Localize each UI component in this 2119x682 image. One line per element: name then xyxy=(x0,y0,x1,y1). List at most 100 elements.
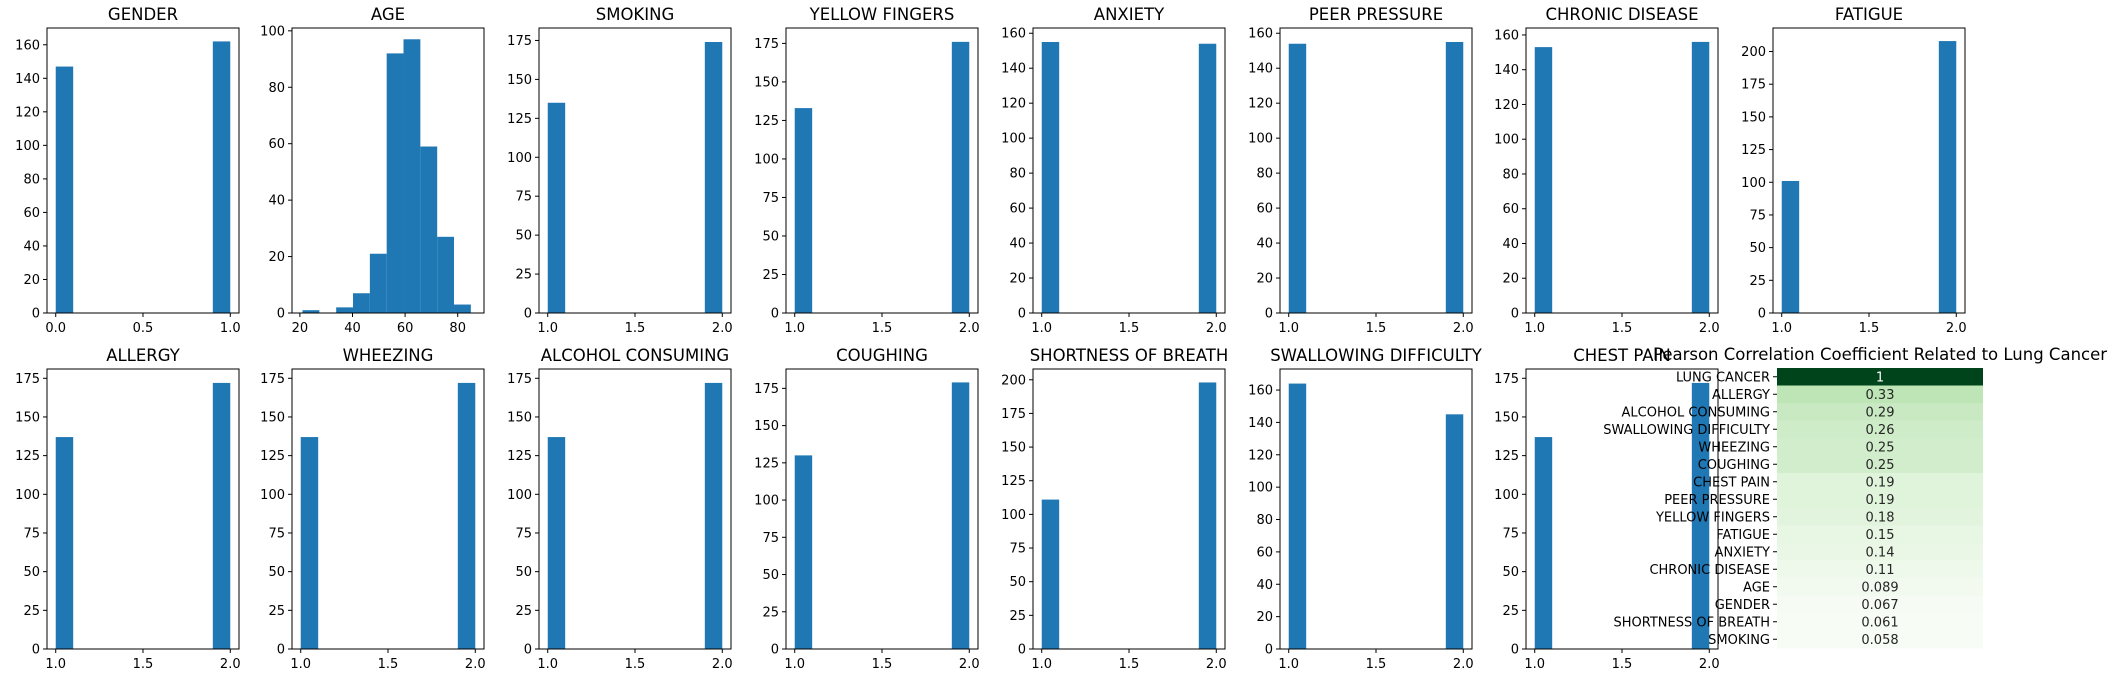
y-tick-label: 0 xyxy=(1018,307,1026,322)
heatmap-cell-value: 0.15 xyxy=(1866,528,1895,543)
y-tick-label: 125 xyxy=(15,449,40,464)
x-tick-label: 2.0 xyxy=(1699,321,1720,336)
heatmap-cell xyxy=(1777,630,1983,649)
y-tick-label: 60 xyxy=(1256,545,1273,560)
histogram-bar xyxy=(1041,499,1060,649)
histogram-bar xyxy=(353,293,370,313)
histogram-bar xyxy=(704,382,723,649)
histogram-panel: 0 25 50 75 100 125 150 175 200 1.0 1.5 2.0 FATIGUE xyxy=(1741,5,1966,336)
heatmap-row-label: FATIGUE xyxy=(1716,528,1770,543)
panel-title: SWALLOWING DIFFICULTY xyxy=(1270,346,1483,365)
y-tick-label: 50 xyxy=(23,565,40,580)
x-tick-label: 1.5 xyxy=(1859,321,1880,336)
y-tick-label: 80 xyxy=(1502,167,1519,182)
axes-frame xyxy=(46,27,240,314)
y-tick-label: 60 xyxy=(268,137,285,152)
y-tick-label: 140 xyxy=(15,72,40,87)
y-tick-label: 75 xyxy=(268,526,285,541)
y-tick-label: 120 xyxy=(1248,448,1273,463)
heatmap-cell xyxy=(1777,403,1983,421)
histogram-panel: 0 25 50 75 100 125 150 175 1.0 1.5 2.0 YELLOW FINGE… xyxy=(754,5,979,336)
histogram-bar xyxy=(1041,41,1060,313)
y-tick-label: 40 xyxy=(23,239,40,254)
x-tick-label: 2.0 xyxy=(712,321,733,336)
histogram-bar xyxy=(794,455,813,649)
x-tick-label: 2.0 xyxy=(465,657,486,672)
x-tick-label: 1.5 xyxy=(1366,321,1387,336)
panel-title: SMOKING xyxy=(596,5,675,24)
heatmap-row-label: SMOKING xyxy=(1708,633,1770,648)
y-tick-label: 25 xyxy=(23,604,40,619)
histogram-bar xyxy=(212,41,231,313)
y-tick-label: 100 xyxy=(754,494,779,509)
heatmap-row-label: AGE xyxy=(1743,580,1770,595)
heatmap-row-label: SWALLOWING DIFFICULTY xyxy=(1603,423,1770,438)
heatmap-row-label: ALCOHOL CONSUMING xyxy=(1622,405,1770,420)
heatmap-title: Pearson Correlation Coefficient Related … xyxy=(1653,345,2107,364)
y-tick-label: 0 xyxy=(1018,643,1026,658)
histogram-bar xyxy=(55,437,74,649)
y-tick-label: 150 xyxy=(754,75,779,90)
panel-title: COUGHING xyxy=(836,346,928,365)
y-tick-label: 125 xyxy=(1494,449,1519,464)
x-tick-label: 1.5 xyxy=(1612,321,1633,336)
y-tick-label: 25 xyxy=(762,268,779,283)
y-tick-label: 40 xyxy=(1502,237,1519,252)
y-tick-label: 160 xyxy=(1248,384,1273,399)
y-tick-label: 0 xyxy=(277,643,285,658)
histogram-bar xyxy=(1445,41,1464,313)
panel-title: ALCOHOL CONSUMING xyxy=(541,346,729,365)
y-tick-label: 175 xyxy=(1494,372,1519,387)
histogram-bar xyxy=(1534,437,1553,649)
heatmap-cell xyxy=(1777,578,1983,596)
heatmap-cell xyxy=(1777,473,1983,491)
y-tick-label: 40 xyxy=(1256,237,1273,252)
y-tick-label: 0 xyxy=(1511,307,1519,322)
histogram-bar xyxy=(386,53,404,314)
y-tick-label: 160 xyxy=(1494,28,1519,43)
y-tick-label: 0 xyxy=(1265,643,1273,658)
y-tick-label: 125 xyxy=(507,449,532,464)
histogram-bar xyxy=(437,236,455,313)
axes-frame xyxy=(291,27,485,314)
heatmap-cell-value: 0.067 xyxy=(1861,598,1898,613)
y-tick-label: 160 xyxy=(15,38,40,53)
x-tick-label: 1.5 xyxy=(1119,657,1140,672)
y-tick-label: 75 xyxy=(515,526,532,541)
histogram-panel: 0 25 50 75 100 125 150 175 200 1.0 1.5 2.0 SHORTNESS… xyxy=(1001,346,1228,672)
y-tick-label: 75 xyxy=(515,190,532,205)
panel-title: YELLOW FINGERS xyxy=(809,5,955,24)
panel-title: SHORTNESS OF BREATH xyxy=(1030,346,1229,365)
panel-title: WHEEZING xyxy=(343,346,434,365)
y-tick-label: 60 xyxy=(23,206,40,221)
heatmap-cell-value: 0.26 xyxy=(1866,423,1895,438)
y-tick-label: 100 xyxy=(1494,488,1519,503)
x-tick-label: 1.5 xyxy=(872,657,893,672)
y-tick-label: 0 xyxy=(524,643,532,658)
x-tick-label: 1.0 xyxy=(1031,321,1052,336)
heatmap-cell-value: 0.11 xyxy=(1866,563,1895,578)
heatmap-cell-value: 0.19 xyxy=(1866,493,1895,508)
histogram-bar xyxy=(1198,43,1217,313)
y-tick-label: 20 xyxy=(1256,272,1273,287)
y-tick-label: 60 xyxy=(1256,202,1273,217)
y-tick-label: 0 xyxy=(1265,307,1273,322)
y-tick-label: 40 xyxy=(1256,578,1273,593)
x-tick-label: 0.5 xyxy=(133,321,154,336)
heatmap-row-label: CHRONIC DISEASE xyxy=(1649,563,1770,578)
y-tick-label: 0 xyxy=(32,307,40,322)
histogram-panel: 0 20 40 60 80 100 20 40 60 80 AGE xyxy=(260,5,485,336)
axes-frame xyxy=(1279,27,1473,314)
y-tick-label: 20 xyxy=(23,273,40,288)
y-tick-label: 100 xyxy=(1001,132,1026,147)
y-tick-label: 80 xyxy=(1256,513,1273,528)
histogram-panel: 0 25 50 75 100 125 150 175 1.0 1.5 2.0 ALLERGY xyxy=(15,346,240,672)
histogram-bar xyxy=(704,42,723,314)
histogram-bar xyxy=(1445,414,1464,649)
y-tick-label: 25 xyxy=(1502,604,1519,619)
x-tick-label: 1.0 xyxy=(1524,321,1545,336)
heatmap-cell xyxy=(1777,508,1983,526)
heatmap-cell xyxy=(1777,560,1983,579)
y-tick-label: 75 xyxy=(762,191,779,206)
y-tick-label: 175 xyxy=(507,34,532,49)
